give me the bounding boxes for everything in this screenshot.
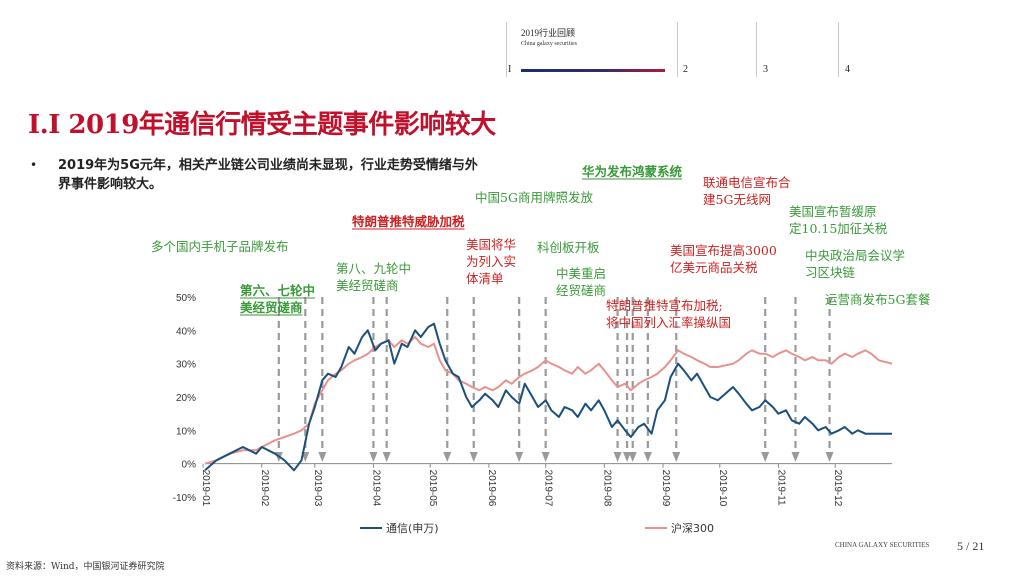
y-tick-label: 30% [176, 360, 196, 371]
event-annotation: 科创板开板 [537, 240, 600, 255]
event-marker-arrowhead [628, 452, 637, 462]
page-number: 5 / 21 [957, 539, 985, 553]
event-marker-arrowhead [469, 452, 478, 462]
bullet-marker: • [30, 158, 38, 172]
y-tick-label: 10% [176, 426, 196, 437]
event-marker-arrowhead [825, 452, 834, 462]
y-tick-label: -10% [173, 493, 196, 504]
event-marker-arrowhead [369, 452, 378, 462]
event-annotation: 美经贸磋商 [336, 278, 399, 293]
x-tick-label: 2019-12 [832, 470, 843, 507]
legend-label: 沪深300 [671, 521, 714, 535]
event-annotation: 第八、九轮中 [336, 261, 411, 276]
section-title: 2019行业回顾 [521, 28, 576, 38]
event-annotation: 美经贸磋商 [240, 300, 303, 315]
event-annotation: 中美重启 [556, 266, 606, 281]
event-marker-arrowhead [791, 452, 800, 462]
event-marker-arrowhead [382, 452, 391, 462]
x-tick-label: 2019-11 [775, 470, 786, 506]
event-marker-arrowhead [643, 452, 652, 462]
event-annotation: 联通电信宣布合 [703, 175, 791, 190]
y-tick-label: 0% [182, 460, 197, 471]
x-tick-label: 2019-09 [660, 470, 671, 507]
nav-divider [838, 22, 839, 77]
event-annotation: 美国宣布暂缓原 [789, 204, 877, 219]
event-annotation: 运营商发布5G套餐 [825, 292, 931, 307]
event-marker-arrowhead [761, 452, 770, 462]
event-annotation: 中央政治局会议学 [805, 248, 905, 263]
source-note: 资料来源：Wind，中国银河证券研究院 [6, 562, 165, 572]
event-annotation: 体清单 [466, 271, 504, 286]
series-line [204, 336, 893, 465]
nav-item-3[interactable]: 3 [763, 64, 768, 75]
event-annotation: 中国5G商用牌照发放 [475, 190, 593, 205]
event-marker-arrowhead [623, 452, 632, 462]
nav-item-2[interactable]: 2 [683, 64, 688, 75]
event-annotation: 建5G无线网 [703, 192, 771, 207]
event-marker-arrowhead [318, 452, 327, 462]
event-marker-arrowhead [541, 452, 550, 462]
event-annotation: 第六、七轮中 [240, 283, 315, 298]
event-annotation: 美国将华 [466, 237, 516, 252]
event-annotation: 华为发布鸿蒙系统 [582, 164, 683, 179]
x-tick-label: 2019-06 [486, 470, 497, 507]
nav-item-4[interactable]: 4 [845, 64, 850, 75]
event-annotation: 特朗普推特威胁加税 [352, 214, 465, 229]
event-marker-arrowhead [613, 452, 622, 462]
event-marker-arrowhead [672, 452, 681, 462]
section-subtitle: China galaxy securities [521, 41, 577, 47]
legend-label: 通信(申万) [386, 522, 439, 535]
x-tick-label: 2019-10 [717, 470, 728, 507]
x-tick-label: 2019-02 [259, 470, 270, 507]
event-annotation: 美国宣布提高3000 [670, 243, 777, 258]
x-tick-label: 2019-01 [200, 470, 211, 507]
nav-item-1[interactable]: I [508, 64, 512, 75]
event-annotation: 将中国列入汇率操纵国 [606, 315, 731, 330]
event-annotation: 为列入实 [466, 254, 516, 269]
y-tick-label: 40% [176, 326, 196, 337]
event-annotation: 定10.15加征关税 [789, 221, 888, 236]
event-marker-arrowhead [515, 452, 524, 462]
nav-divider [506, 22, 507, 77]
x-tick-label: 2019-08 [601, 470, 612, 507]
x-tick-label: 2019-07 [543, 470, 554, 507]
nav-divider [677, 22, 678, 77]
event-marker-arrowhead [443, 452, 452, 462]
y-tick-label: 20% [176, 393, 196, 404]
event-annotation: 经贸磋商 [556, 283, 606, 298]
event-annotation: 特朗普推特宣布加税; [606, 298, 723, 313]
footer-brand: CHINA GALAXY SECURITIES [835, 541, 930, 549]
nav-divider [756, 22, 757, 77]
page-title: I.I 2019年通信行情受主题事件影响较大 [28, 110, 496, 140]
x-tick-label: 2019-05 [427, 470, 438, 507]
y-tick-label: 50% [176, 293, 196, 304]
bullet-text: 2019年为5G元年，相关产业链公司业绩尚未显现，行业走势受情绪与外界事件影响较… [58, 158, 478, 192]
event-annotation: 亿美元商品关税 [670, 260, 758, 275]
x-tick-label: 2019-03 [312, 470, 323, 507]
series-line [204, 322, 892, 472]
x-tick-label: 2019-04 [370, 470, 381, 507]
event-annotation: 习区块链 [805, 265, 856, 280]
nav-progress-bar [521, 69, 665, 72]
event-annotation: 多个国内手机子品牌发布 [151, 239, 289, 254]
